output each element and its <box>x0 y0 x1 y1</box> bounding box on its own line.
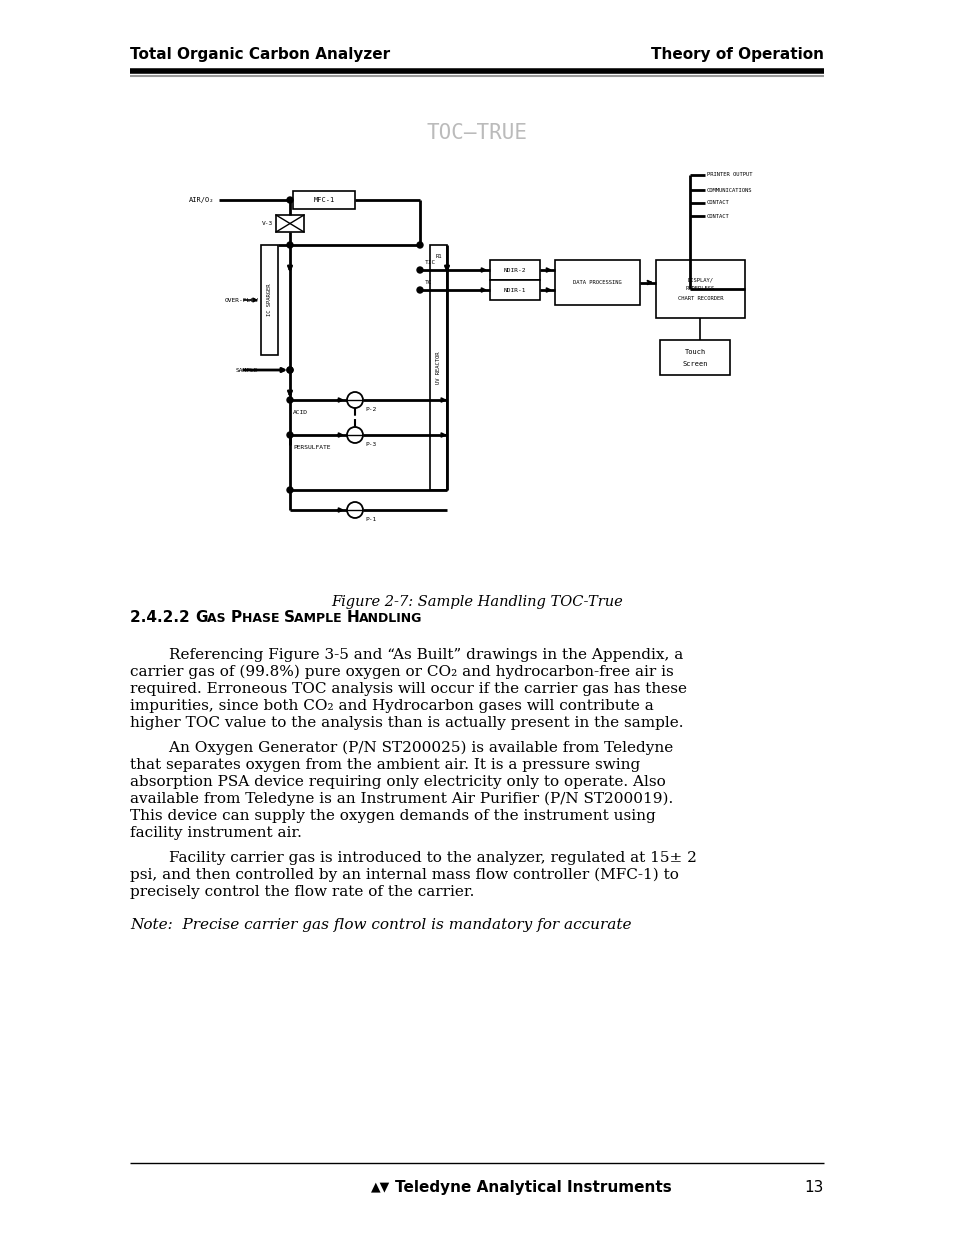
Text: DATA PROCESSING: DATA PROCESSING <box>573 280 621 285</box>
Text: TOC–TRUE: TOC–TRUE <box>426 124 527 143</box>
Bar <box>430 245 447 490</box>
Text: Referencing Figure 3-5 and “As Built” drawings in the Appendix, a: Referencing Figure 3-5 and “As Built” dr… <box>130 648 682 662</box>
Text: TC: TC <box>424 280 432 285</box>
Text: IC SPARGER: IC SPARGER <box>267 284 272 316</box>
Text: higher TOC value to the analysis than is actually present in the sample.: higher TOC value to the analysis than is… <box>130 716 682 730</box>
Text: ACID: ACID <box>293 410 308 415</box>
Bar <box>555 261 639 305</box>
Text: MFC-1: MFC-1 <box>313 198 335 203</box>
Circle shape <box>416 267 422 273</box>
Text: absorption PSA device requiring only electricity only to operate. Also: absorption PSA device requiring only ele… <box>130 776 665 789</box>
Text: H: H <box>346 610 359 625</box>
Text: CHART RECORDER: CHART RECORDER <box>677 295 722 300</box>
Text: An Oxygen Generator (P/N ST200025) is available from Teledyne: An Oxygen Generator (P/N ST200025) is av… <box>130 741 673 756</box>
Text: HASE: HASE <box>241 613 283 625</box>
Text: This device can supply the oxygen demands of the instrument using: This device can supply the oxygen demand… <box>130 809 655 823</box>
Text: precisely control the flow rate of the carrier.: precisely control the flow rate of the c… <box>130 885 474 899</box>
Text: PERSULFATE: PERSULFATE <box>293 445 330 450</box>
Text: SAMPLE: SAMPLE <box>235 368 257 373</box>
Circle shape <box>287 367 293 373</box>
Text: Note:  Precise carrier gas flow control is mandatory for accurate: Note: Precise carrier gas flow control i… <box>130 918 631 932</box>
Text: 2.4.2.2: 2.4.2.2 <box>130 610 194 625</box>
Text: COMMUNICATIONS: COMMUNICATIONS <box>706 188 752 193</box>
Text: TIC: TIC <box>424 261 436 266</box>
Bar <box>261 245 277 354</box>
Bar <box>490 280 539 300</box>
Text: available from Teledyne is an Instrument Air Purifier (P/N ST200019).: available from Teledyne is an Instrument… <box>130 792 673 806</box>
Text: Teledyne Analytical Instruments: Teledyne Analytical Instruments <box>395 1179 671 1195</box>
Text: S: S <box>283 610 294 625</box>
Text: carrier gas of (99.8%) pure oxygen or CO₂ and hydrocarbon-free air is: carrier gas of (99.8%) pure oxygen or CO… <box>130 664 673 679</box>
Text: facility instrument air.: facility instrument air. <box>130 826 301 840</box>
Bar <box>293 191 355 209</box>
Text: ▲▼: ▲▼ <box>371 1179 390 1193</box>
Text: Screen: Screen <box>681 361 707 367</box>
Text: AIR/O₂: AIR/O₂ <box>189 198 213 203</box>
Text: OVER-FLOW: OVER-FLOW <box>224 298 257 303</box>
Text: Facility carrier gas is introduced to the analyzer, regulated at 15± 2: Facility carrier gas is introduced to th… <box>130 851 696 864</box>
Text: Figure 2-7: Sample Handling TOC-True: Figure 2-7: Sample Handling TOC-True <box>331 595 622 609</box>
Circle shape <box>287 487 293 493</box>
Text: UV REACTOR: UV REACTOR <box>436 351 440 384</box>
Text: Theory of Operation: Theory of Operation <box>650 47 823 62</box>
Text: PRINTER OUTPUT: PRINTER OUTPUT <box>706 173 752 178</box>
Bar <box>656 261 744 317</box>
Circle shape <box>287 396 293 403</box>
Text: required. Erroneous TOC analysis will occur if the carrier gas has these: required. Erroneous TOC analysis will oc… <box>130 682 686 697</box>
Text: NDIR-1: NDIR-1 <box>503 288 526 293</box>
Text: CONTACT: CONTACT <box>706 200 729 205</box>
Text: G: G <box>194 610 208 625</box>
Text: that separates oxygen from the ambient air. It is a pressure swing: that separates oxygen from the ambient a… <box>130 758 639 772</box>
Text: Total Organic Carbon Analyzer: Total Organic Carbon Analyzer <box>130 47 390 62</box>
Circle shape <box>287 432 293 438</box>
Text: AMPLE: AMPLE <box>294 613 346 625</box>
Text: P: P <box>231 610 241 625</box>
Circle shape <box>287 367 293 373</box>
Text: V-3: V-3 <box>261 221 273 226</box>
Text: Touch: Touch <box>683 350 705 356</box>
Text: DISPLAY/: DISPLAY/ <box>687 278 713 283</box>
Text: psi, and then controlled by an internal mass flow controller (MFC-1) to: psi, and then controlled by an internal … <box>130 868 679 882</box>
Circle shape <box>287 198 293 203</box>
Circle shape <box>287 242 293 248</box>
Text: P-2: P-2 <box>365 408 375 412</box>
Text: PAPERLESS: PAPERLESS <box>685 287 715 291</box>
Text: NDIR-2: NDIR-2 <box>503 268 526 273</box>
Text: impurities, since both CO₂ and Hydrocarbon gases will contribute a: impurities, since both CO₂ and Hydrocarb… <box>130 699 653 713</box>
Bar <box>490 261 539 280</box>
Text: AS: AS <box>208 613 231 625</box>
Circle shape <box>416 287 422 293</box>
Text: P-1: P-1 <box>365 517 375 522</box>
Bar <box>275 215 304 232</box>
Text: P-3: P-3 <box>365 442 375 447</box>
Text: CONTACT: CONTACT <box>706 214 729 219</box>
Bar <box>659 340 729 375</box>
Text: 13: 13 <box>803 1179 823 1195</box>
Circle shape <box>416 242 422 248</box>
Text: ANDLING: ANDLING <box>359 613 422 625</box>
Text: R1: R1 <box>435 254 441 259</box>
